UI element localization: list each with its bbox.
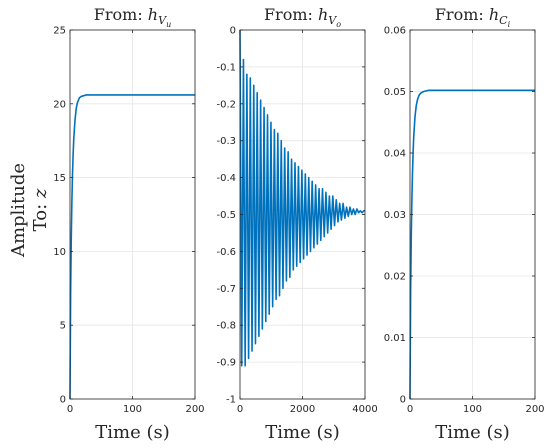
y-tick-label: -0.6 xyxy=(216,247,236,258)
y-tick-label: 0 xyxy=(400,395,406,406)
y-tick-label: 5 xyxy=(60,321,66,332)
panel-title-prefix: From: xyxy=(94,5,148,24)
x-tick-label: 2000 xyxy=(290,404,315,415)
x-tick-label: 4000 xyxy=(352,404,377,415)
y-tick-label: 25 xyxy=(53,26,66,37)
panel-title: From: hCi xyxy=(435,5,511,29)
x-tick-label: 0 xyxy=(407,404,413,415)
panel-title-sub: V xyxy=(158,14,167,27)
panel-title-prefix: From: xyxy=(264,5,318,24)
y-tick-label: 0 xyxy=(60,395,66,406)
panel-title-subsub: i xyxy=(508,20,511,29)
series-line xyxy=(239,29,365,367)
figure-y-label: Amplitude To: z xyxy=(8,163,51,258)
figure-y-label-amplitude: Amplitude xyxy=(8,163,29,258)
x-tick-label: 200 xyxy=(525,404,544,415)
panel-2: 0 2000 4000 -1 -0.9 -0.8 -0.7 -0.6 -0.5 -0.4 -0.3 -… xyxy=(216,5,377,443)
y-tick-label: -0.7 xyxy=(216,284,236,295)
y-tick-label: 0.03 xyxy=(384,210,406,221)
panel-title-prefix: From: xyxy=(435,5,489,24)
y-tick-label: 0.06 xyxy=(384,26,406,37)
panel-3: 0 100 200 0 0.01 0.02 0.03 0.04 0.05 0.06 Time (s)… xyxy=(384,5,545,443)
panel-title-sub: C xyxy=(499,14,508,27)
y-tick-label: 20 xyxy=(53,99,66,110)
y-tick-label: -0.3 xyxy=(216,136,236,147)
panel-title-var: h xyxy=(318,5,328,24)
panel-title-subsub: u xyxy=(166,20,171,29)
y-tick-label: -0.1 xyxy=(216,62,236,73)
x-tick-label: 0 xyxy=(237,404,243,415)
series-line xyxy=(69,94,195,400)
y-tick-label: -0.9 xyxy=(216,358,236,369)
panel-title-subsub: o xyxy=(336,20,341,29)
x-tick-label: 0 xyxy=(67,404,73,415)
y-tick-label: -0.5 xyxy=(216,210,236,221)
y-tick-label: 0.05 xyxy=(384,87,406,98)
panel-title-var: h xyxy=(489,5,499,24)
y-tick-label: -1 xyxy=(226,395,236,406)
y-tick-label: -0.8 xyxy=(216,321,236,332)
figure-y-label-to-var: z xyxy=(30,188,51,199)
panel-title: From: hVu xyxy=(94,5,171,29)
figure-y-label-to: To: z xyxy=(30,188,51,231)
series-line xyxy=(409,89,535,400)
figure-y-label-to-prefix: To: xyxy=(30,198,51,231)
panel-1: 0 100 200 0 5 10 15 20 25 Time (s) From: hVu xyxy=(53,5,204,443)
y-tick-label: 0.02 xyxy=(384,272,406,283)
x-tick-label: 200 xyxy=(185,404,204,415)
panel-title: From: hVo xyxy=(264,5,341,29)
y-tick-label: -0.2 xyxy=(216,99,236,110)
y-tick-label: 0 xyxy=(230,26,236,37)
y-tick-label: 15 xyxy=(53,173,66,184)
x-tick-label: 100 xyxy=(463,404,482,415)
panel-title-sub: V xyxy=(328,14,337,27)
y-tick-label: 0.04 xyxy=(384,149,406,160)
y-tick-label: 10 xyxy=(53,247,66,258)
y-tick-label: -0.4 xyxy=(216,173,236,184)
x-tick-label: 100 xyxy=(123,404,142,415)
x-axis-title: Time (s) xyxy=(435,422,510,443)
y-tick-label: 0.01 xyxy=(384,333,406,344)
x-axis-title: Time (s) xyxy=(95,422,170,443)
panel-title-var: h xyxy=(148,5,158,24)
x-axis-title: Time (s) xyxy=(265,422,340,443)
